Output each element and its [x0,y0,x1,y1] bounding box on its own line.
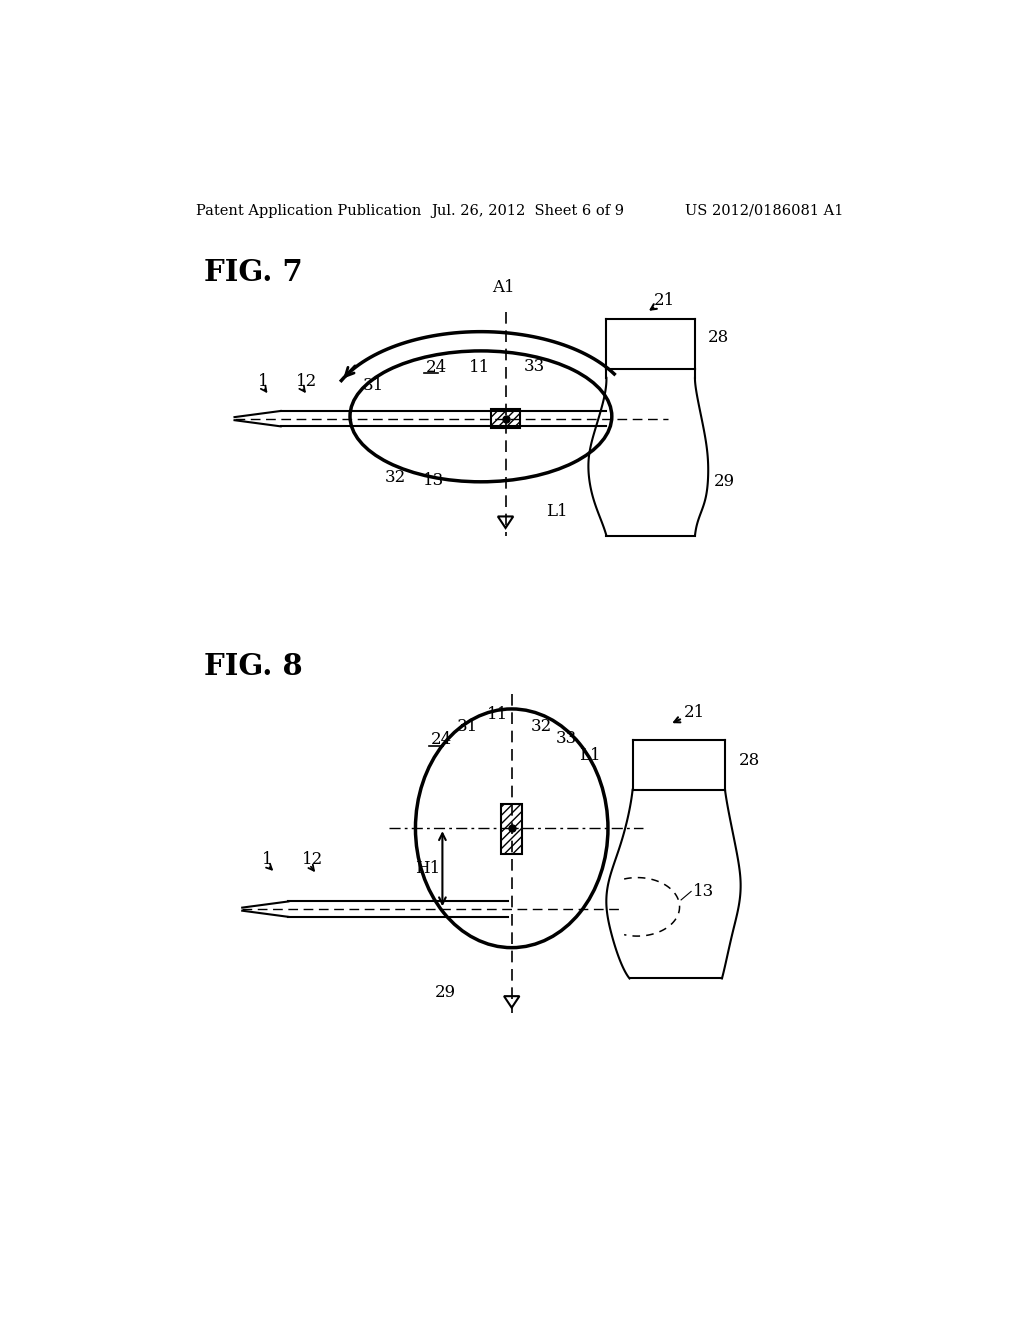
Text: 13: 13 [423,471,444,488]
Text: 13: 13 [692,883,714,900]
Text: 31: 31 [457,718,477,735]
Text: 32: 32 [385,470,406,487]
Text: 24: 24 [431,731,453,748]
Text: FIG. 8: FIG. 8 [204,652,302,681]
Text: 21: 21 [654,292,676,309]
Text: 12: 12 [302,850,324,867]
Text: 1: 1 [261,850,272,867]
Text: 32: 32 [531,718,552,735]
Text: 24: 24 [425,359,446,376]
Text: 12: 12 [296,374,317,391]
Text: 11: 11 [469,359,490,376]
Text: L1: L1 [547,503,568,520]
Text: 33: 33 [523,358,545,375]
Text: 31: 31 [364,378,384,395]
Bar [501,804,522,854]
Text: 28: 28 [708,329,729,346]
Text: 11: 11 [487,706,508,723]
Text: US 2012/0186081 A1: US 2012/0186081 A1 [685,203,844,218]
Text: Patent Application Publication: Patent Application Publication [196,203,422,218]
Text: 29: 29 [435,983,456,1001]
Text: A1: A1 [493,280,515,296]
Text: H1: H1 [416,859,440,876]
Text: Jul. 26, 2012  Sheet 6 of 9: Jul. 26, 2012 Sheet 6 of 9 [431,203,624,218]
Text: FIG. 7: FIG. 7 [204,257,302,286]
Text: 33: 33 [556,730,577,747]
Text: 29: 29 [714,474,734,490]
Bar [490,409,520,428]
Text: 21: 21 [683,705,705,721]
Text: 1: 1 [258,374,268,391]
Text: 28: 28 [739,752,760,770]
Text: L1: L1 [580,747,601,764]
